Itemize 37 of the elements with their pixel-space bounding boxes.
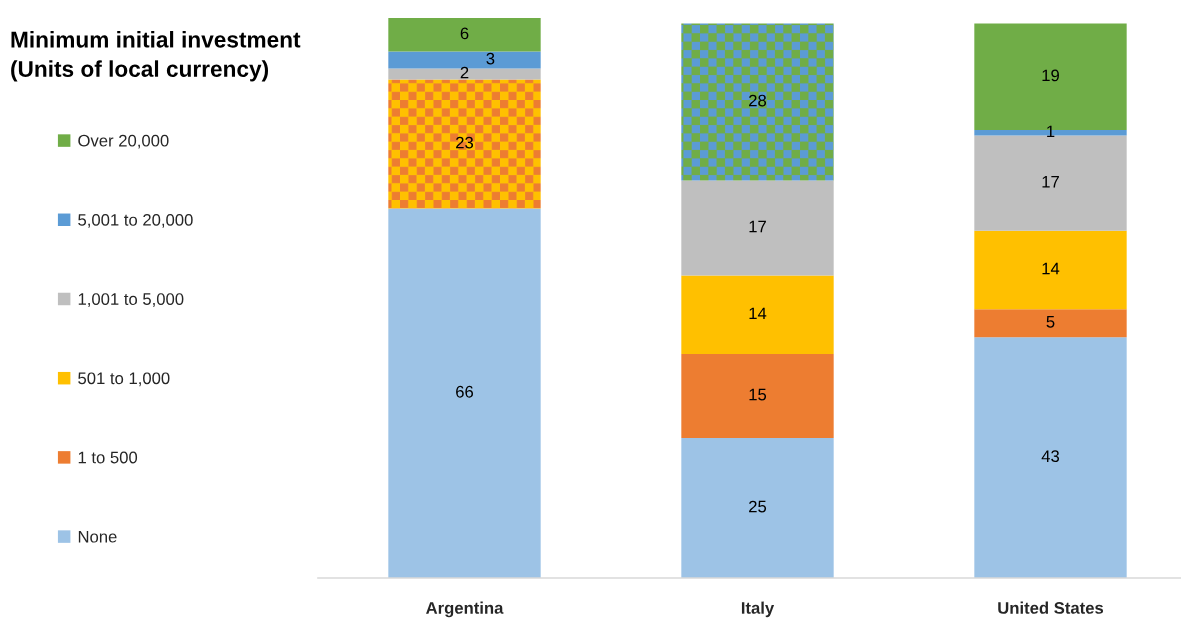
legend-label: 5,001 to 20,000 <box>78 213 193 228</box>
data-label: 14 <box>749 307 767 320</box>
bar <box>974 230 1127 310</box>
data-label: 25 <box>749 500 767 513</box>
legend-label: 1 to 500 <box>78 451 138 464</box>
bar <box>681 180 834 276</box>
x-tick-label: Italy <box>741 601 775 618</box>
legend-label: 1,001 to 5,000 <box>78 293 184 307</box>
bar <box>974 309 1127 338</box>
data-label: 15 <box>749 388 767 401</box>
bar <box>681 23 834 181</box>
data-label: 17 <box>749 220 766 233</box>
data-label: 14 <box>1042 262 1060 275</box>
data-label: 43 <box>1041 450 1060 463</box>
bar <box>681 438 834 578</box>
data-label: 6 <box>460 27 469 40</box>
bar <box>388 79 541 209</box>
legend-label: None <box>78 530 117 543</box>
data-label: 66 <box>456 385 474 398</box>
legend-label: 501 to 1,000 <box>78 372 170 387</box>
data-label: 17 <box>1042 176 1059 188</box>
bar <box>388 68 541 80</box>
data-label: 19 <box>1042 69 1059 82</box>
bar <box>681 275 834 354</box>
bar <box>388 208 541 578</box>
data-label: 5 <box>1046 316 1055 328</box>
bar <box>974 337 1127 578</box>
data-label: 23 <box>456 136 474 149</box>
bar <box>388 18 541 52</box>
data-label: 2 <box>460 66 469 79</box>
legend-title: Minimum initial investment (Units of local currency) <box>11 31 301 82</box>
legend-label: Over 20,000 <box>78 134 169 149</box>
x-tick-label: United States <box>998 601 1104 614</box>
bar <box>681 354 834 438</box>
x-tick-label: Argentina <box>426 601 504 618</box>
data-label: 3 <box>486 52 495 65</box>
bar <box>974 135 1127 231</box>
